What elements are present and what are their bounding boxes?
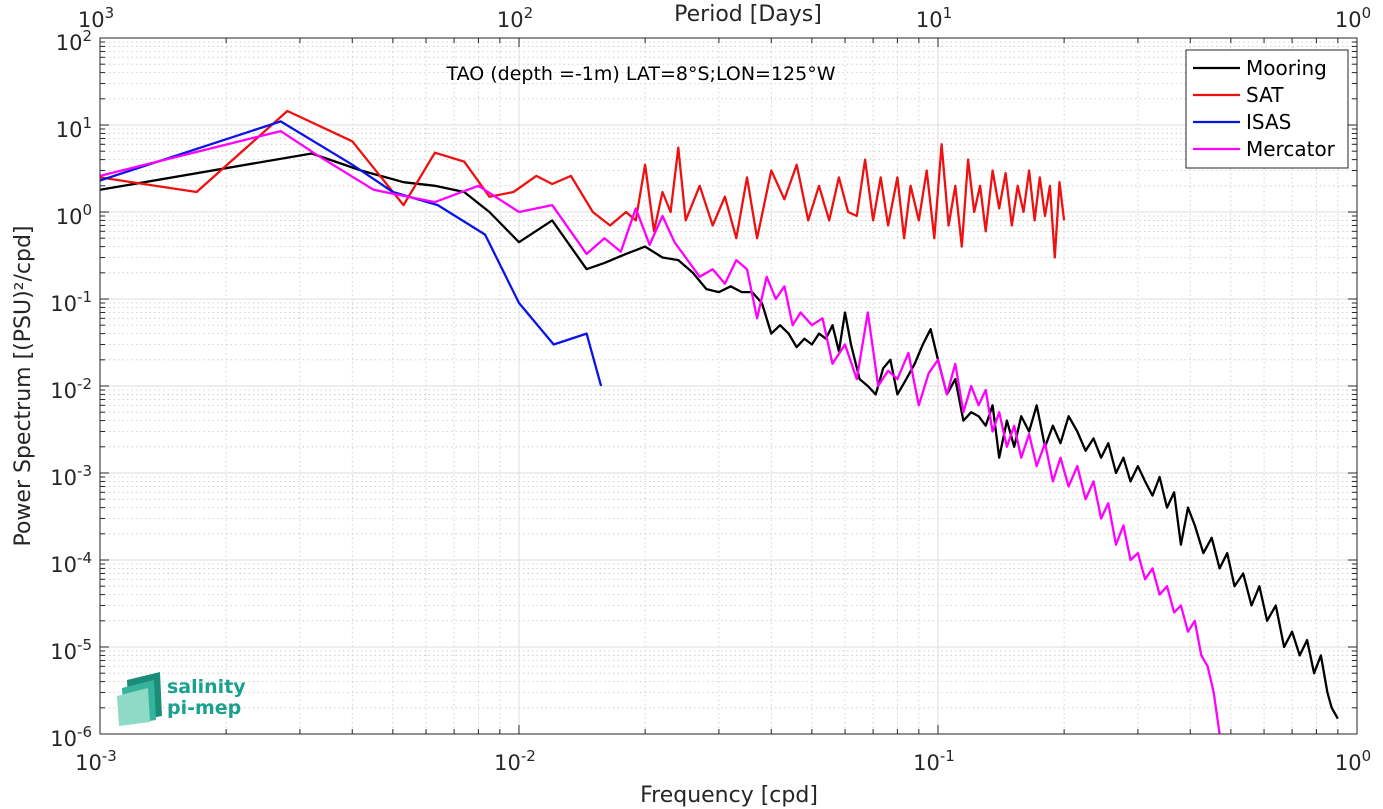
logo-line2: pi-mep: [167, 697, 241, 719]
series-line-mercator: [99, 129, 1221, 735]
legend-label-mercator: Mercator: [1246, 137, 1336, 161]
y-tick-label: 100: [56, 201, 92, 229]
top-tick-label: 102: [497, 4, 533, 32]
y-tick-labels: 10-6 10-5 10-4 10-3 10-2 10-1 100 101 102: [50, 27, 92, 751]
legend-label-sat: SAT: [1246, 83, 1284, 107]
x-axis-label: Frequency [cpd]: [640, 783, 818, 808]
series-layer: [99, 109, 1339, 735]
series-line-sat: [99, 109, 1066, 259]
y-tick-label: 10-2: [50, 375, 92, 403]
legend-label-mooring: Mooring: [1246, 56, 1327, 80]
y-axis-label: Power Spectrum [(PSU)²/cpd]: [11, 225, 36, 546]
series-line-mooring: [99, 152, 1339, 720]
x-tick-label: 10-2: [494, 747, 536, 775]
top-tick-labels: 103 102 101 100: [78, 4, 1371, 32]
top-tick-label: 103: [78, 4, 114, 32]
top-axis-label: Period [Days]: [674, 2, 822, 27]
top-tick-label: 100: [1335, 4, 1371, 32]
series-line-isas: [99, 120, 603, 387]
x-tick-label: 100: [1335, 747, 1371, 775]
logo-wave-front: [117, 688, 150, 726]
y-tick-label: 10-1: [50, 288, 92, 316]
y-tick-label: 102: [56, 27, 92, 55]
top-tick-label: 101: [916, 4, 952, 32]
x-tick-label: 10-3: [75, 747, 117, 775]
legend-label-isas: ISAS: [1246, 110, 1291, 134]
y-tick-label: 101: [56, 114, 92, 142]
x-tick-label: 10-1: [913, 747, 955, 775]
y-tick-label: 10-4: [50, 549, 92, 577]
y-tick-label: 10-6: [50, 723, 92, 751]
salinity-pi-mep-logo: salinity pi-mep: [117, 672, 246, 726]
x-tick-labels: 10-3 10-2 10-1 100: [75, 747, 1371, 775]
y-tick-label: 10-3: [50, 462, 92, 490]
tick-marks: [99, 37, 1358, 735]
chart-title: TAO (depth =-1m) LAT=8°S;LON=125°W: [445, 63, 835, 85]
y-tick-label: 10-5: [50, 636, 92, 664]
logo-line1: salinity: [167, 676, 246, 698]
legend: Mooring SAT ISAS Mercator: [1185, 49, 1349, 169]
